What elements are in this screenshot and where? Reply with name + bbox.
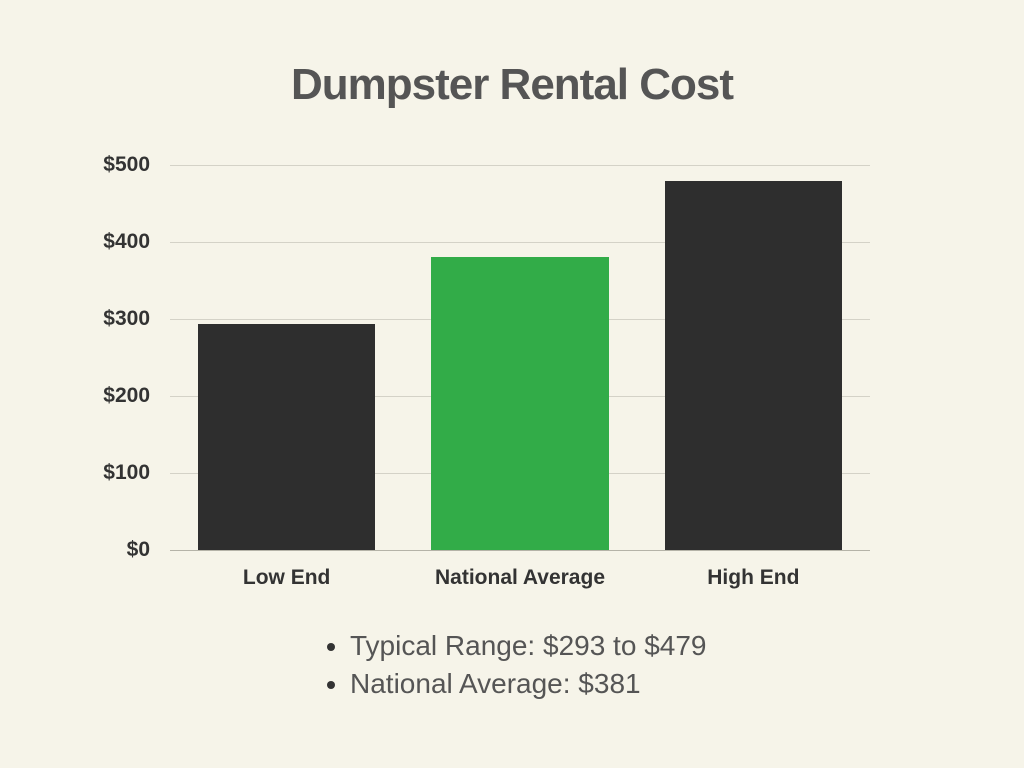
canvas: Dumpster Rental Cost $0$100$200$300$400$…: [0, 0, 1024, 768]
y-tick-label: $300: [70, 307, 150, 331]
gridline: [170, 165, 870, 166]
x-axis-line: [170, 550, 870, 551]
summary-item: National Average: $381: [350, 668, 706, 700]
summary-item-text: Typical Range: $293 to $479: [350, 630, 706, 661]
y-tick-label: $500: [70, 153, 150, 177]
summary-item: Typical Range: $293 to $479: [350, 630, 706, 662]
x-tick-label: National Average: [388, 566, 651, 590]
y-tick-label: $200: [70, 384, 150, 408]
bar: [665, 181, 842, 550]
chart-title: Dumpster Rental Cost: [0, 60, 1024, 110]
y-tick-label: $0: [70, 538, 150, 562]
bar-chart: $0$100$200$300$400$500Low EndNational Av…: [170, 165, 870, 550]
summary-item-text: National Average: $381: [350, 668, 641, 699]
bar: [198, 324, 375, 550]
x-tick-label: High End: [622, 566, 885, 590]
summary-list: Typical Range: $293 to $479 National Aver…: [320, 630, 706, 706]
y-tick-label: $400: [70, 230, 150, 254]
x-tick-label: Low End: [155, 566, 418, 590]
y-tick-label: $100: [70, 461, 150, 485]
bar: [431, 257, 608, 550]
